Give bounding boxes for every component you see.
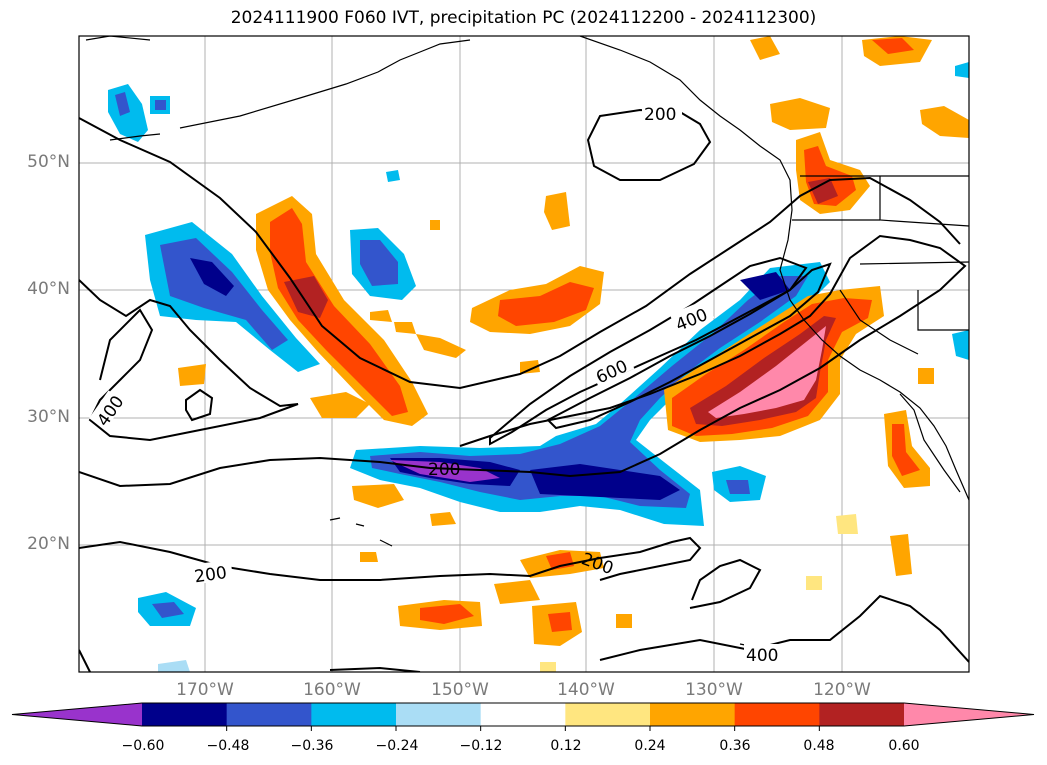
positive-precip-areas [178, 36, 969, 672]
colorbar-tick-label: 0.36 [719, 738, 751, 754]
colorbar-tick-label: 0.48 [803, 738, 835, 754]
lon-label: 170°W [176, 680, 234, 700]
colorbar-segment [396, 703, 482, 726]
ivt-contours [79, 108, 969, 672]
figure-title: 2024111900 F060 IVT, precipitation PC (2… [230, 8, 817, 28]
colorbar-segment [480, 703, 566, 726]
colorbar-segment [565, 703, 651, 726]
contour-label: 400 [746, 646, 778, 666]
colorbar-segment [650, 703, 736, 726]
lon-label: 160°W [303, 680, 361, 700]
colorbar-outline [11, 702, 1035, 727]
colorbar-tick-label: 0.12 [550, 738, 582, 754]
lon-label: 130°W [685, 680, 743, 700]
colorbar-segment [226, 703, 312, 726]
lat-label: 20°N [27, 534, 70, 554]
contour-label-group: 200 400 600 400 200 200 200 400 [89, 102, 786, 666]
lon-label: 140°W [557, 680, 615, 700]
contour-label: 200 [644, 105, 676, 125]
map-canvas: 200 400 600 400 200 200 200 400 [78, 35, 970, 673]
colorbar-segment [311, 703, 397, 726]
colorbar-tick-label: 0.24 [634, 738, 666, 754]
colorbar-segment [819, 703, 905, 726]
lat-label: 40°N [27, 279, 70, 299]
colorbar-tick-label: −0.12 [459, 738, 503, 754]
contour-label: 200 [193, 563, 228, 587]
colorbar-extend-low [12, 703, 142, 726]
colorbar-tick-label: −0.60 [121, 738, 165, 754]
colorbar-tick-label: −0.48 [206, 738, 250, 754]
lat-label: 50°N [27, 152, 70, 172]
lat-label: 30°N [27, 407, 70, 427]
colorbar-segments [11, 702, 1035, 731]
contour-label: 200 [428, 460, 460, 480]
colorbar-tick-label: 0.60 [888, 738, 920, 754]
colorbar-extend-high [904, 703, 1034, 726]
colorbar-segment [734, 703, 820, 726]
colorbar-tick-label: −0.36 [290, 738, 334, 754]
colorbar-segment [142, 703, 228, 726]
lon-label: 150°W [431, 680, 489, 700]
lon-label: 120°W [813, 680, 871, 700]
negative-precip-areas [108, 62, 969, 672]
map-frame [78, 35, 970, 673]
colorbar-tick-label: −0.24 [375, 738, 419, 754]
